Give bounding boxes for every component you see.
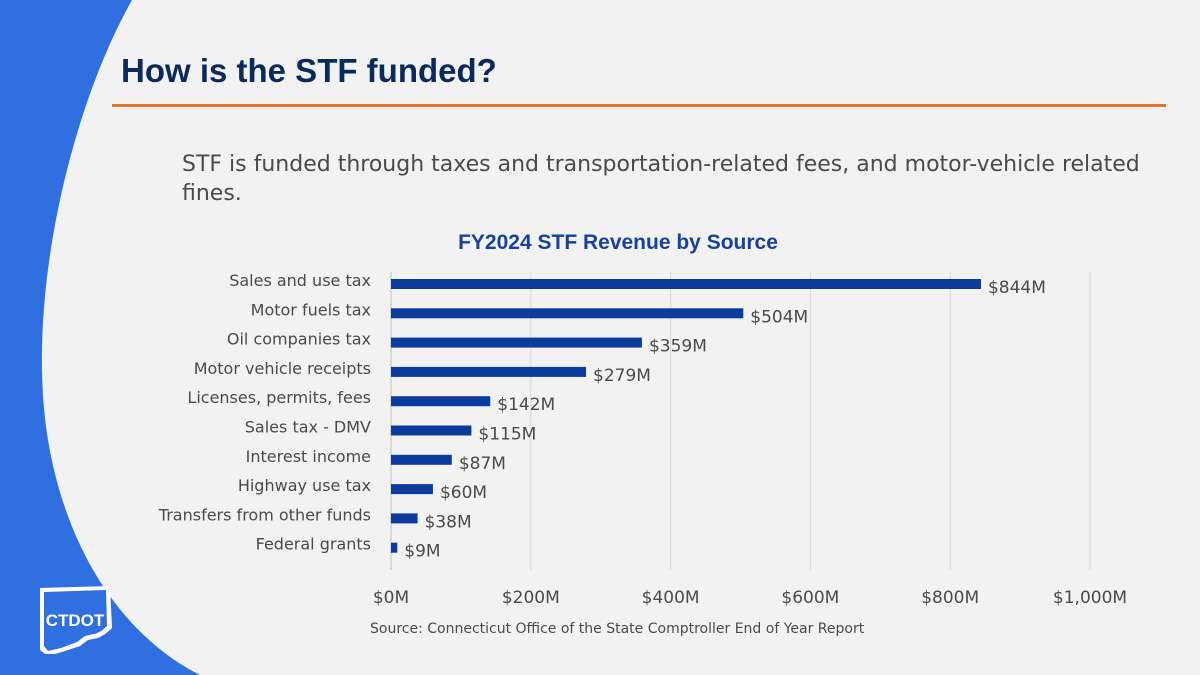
data-label: $38M [425, 512, 472, 532]
x-tick-label: $0M [373, 588, 409, 608]
chart-title: FY2024 STF Revenue by Source [458, 231, 778, 254]
category-label: Sales and use tax [229, 271, 371, 290]
bar [391, 396, 491, 407]
data-label: $504M [750, 307, 808, 327]
category-label: Licenses, permits, fees [187, 388, 371, 407]
data-label: $87M [459, 454, 506, 474]
data-label: $844M [988, 278, 1046, 298]
chart-source: Source: Connecticut Office of the State … [370, 621, 865, 637]
category-label: Interest income [246, 447, 371, 466]
gridlines [390, 272, 1091, 570]
slide-title: How is the STF funded? [121, 52, 497, 89]
data-label: $142M [497, 395, 555, 415]
data-label: $9M [404, 542, 440, 562]
bar [391, 513, 418, 524]
category-label: Motor fuels tax [251, 300, 371, 319]
logo-text: CTDOT [46, 611, 105, 630]
data-label: $60M [440, 483, 487, 503]
bar [391, 279, 981, 289]
x-tick-label: $600M [781, 588, 839, 608]
category-label: Transfers from other funds [158, 505, 371, 524]
bar [391, 542, 398, 553]
category-label: Motor vehicle receipts [194, 359, 371, 378]
slide-subtitle: STF is funded through taxes and transpor… [182, 152, 1140, 206]
left-decorative-band [0, 0, 200, 675]
category-label: Oil companies tax [227, 330, 371, 349]
bar [391, 484, 433, 495]
bar [391, 337, 642, 348]
data-label: $359M [649, 337, 707, 357]
x-tick-label: $200M [502, 588, 560, 608]
data-label: $279M [593, 366, 651, 386]
x-tick-label: $1,000M [1053, 588, 1127, 608]
bar [391, 366, 587, 377]
title-underline [112, 104, 1166, 107]
bar [391, 454, 452, 465]
data-labels: $844M $504M $359M $279M $142M $115M $87M $60M $3… [404, 278, 1046, 562]
bars [391, 279, 981, 553]
data-label: $115M [478, 425, 536, 445]
x-tick-label: $400M [642, 588, 700, 608]
category-label: Highway use tax [238, 476, 371, 495]
x-tick-label: $800M [921, 588, 979, 608]
x-tick-labels: $0M $200M $400M $600M $800M $1,000M [373, 588, 1127, 608]
ctdot-logo: CTDOT [40, 586, 112, 654]
category-label: Sales tax - DMV [245, 418, 371, 437]
category-label: Federal grants [256, 535, 371, 554]
bar [391, 425, 472, 436]
category-labels: Sales and use tax Motor fuels tax Oil comp… [158, 271, 371, 554]
bar [391, 308, 744, 319]
